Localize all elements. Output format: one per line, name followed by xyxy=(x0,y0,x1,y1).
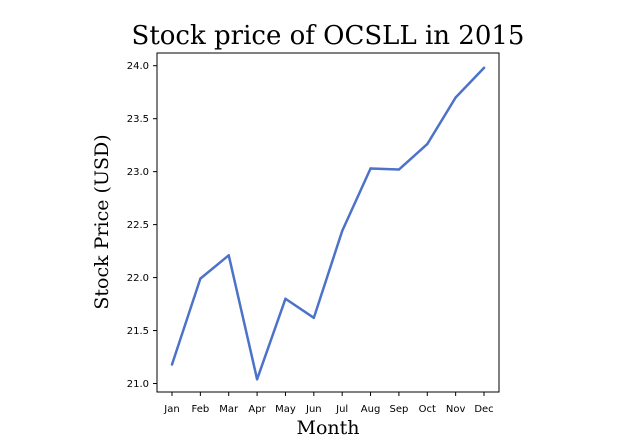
y-axis: 21.0 21.5 22.0 22.5 23.0 23.5 24.0 xyxy=(127,61,157,390)
y-tick-label: 22.0 xyxy=(127,273,149,284)
y-tick-label: 24.0 xyxy=(127,61,149,72)
data-point-oct xyxy=(426,142,429,146)
data-point-aug xyxy=(369,167,372,170)
x-tick-label: Feb xyxy=(192,404,210,415)
y-tick-label: 23.0 xyxy=(127,167,149,178)
data-point-jul xyxy=(340,229,344,233)
x-axis: Jan Feb Mar Apr May Jun Jul Aug Sep Oct Nov Dec xyxy=(163,392,494,415)
x-tick-label: Jan xyxy=(163,404,179,415)
x-tick-label: May xyxy=(275,404,296,415)
x-tick-label: Mar xyxy=(219,404,239,415)
x-tick-label: Jul xyxy=(335,404,348,415)
plot-frame xyxy=(156,52,500,393)
x-tick-label: Jun xyxy=(305,404,322,415)
x-tick-label: Sep xyxy=(389,404,408,415)
x-tick-label: Apr xyxy=(248,404,266,415)
chart-title: Stock price of OCSLL in 2015 xyxy=(132,21,525,51)
y-tick-label: 23.5 xyxy=(127,114,149,125)
data-point-sep xyxy=(397,168,401,171)
y-tick-label: 21.5 xyxy=(127,326,149,337)
x-axis-label: Month xyxy=(296,417,359,439)
data-point-nov xyxy=(454,96,457,99)
data-point-jan xyxy=(170,363,174,366)
data-point-mar xyxy=(227,254,230,257)
data-point-may xyxy=(284,297,287,300)
data-point-dec xyxy=(482,66,486,70)
y-tick-label: 21.0 xyxy=(127,379,149,390)
data-point-jun xyxy=(312,316,316,320)
data-point-apr xyxy=(255,378,259,381)
x-tick-label: Dec xyxy=(474,404,493,415)
x-tick-label: Nov xyxy=(446,404,466,415)
x-tick-label: Oct xyxy=(419,404,436,415)
series-line-0 xyxy=(170,66,486,381)
y-tick-label: 22.5 xyxy=(127,220,149,231)
series-layer xyxy=(170,66,486,381)
x-tick-label: Aug xyxy=(361,404,381,415)
y-axis-label: Stock Price (USD) xyxy=(91,134,113,309)
data-point-feb xyxy=(199,277,202,280)
